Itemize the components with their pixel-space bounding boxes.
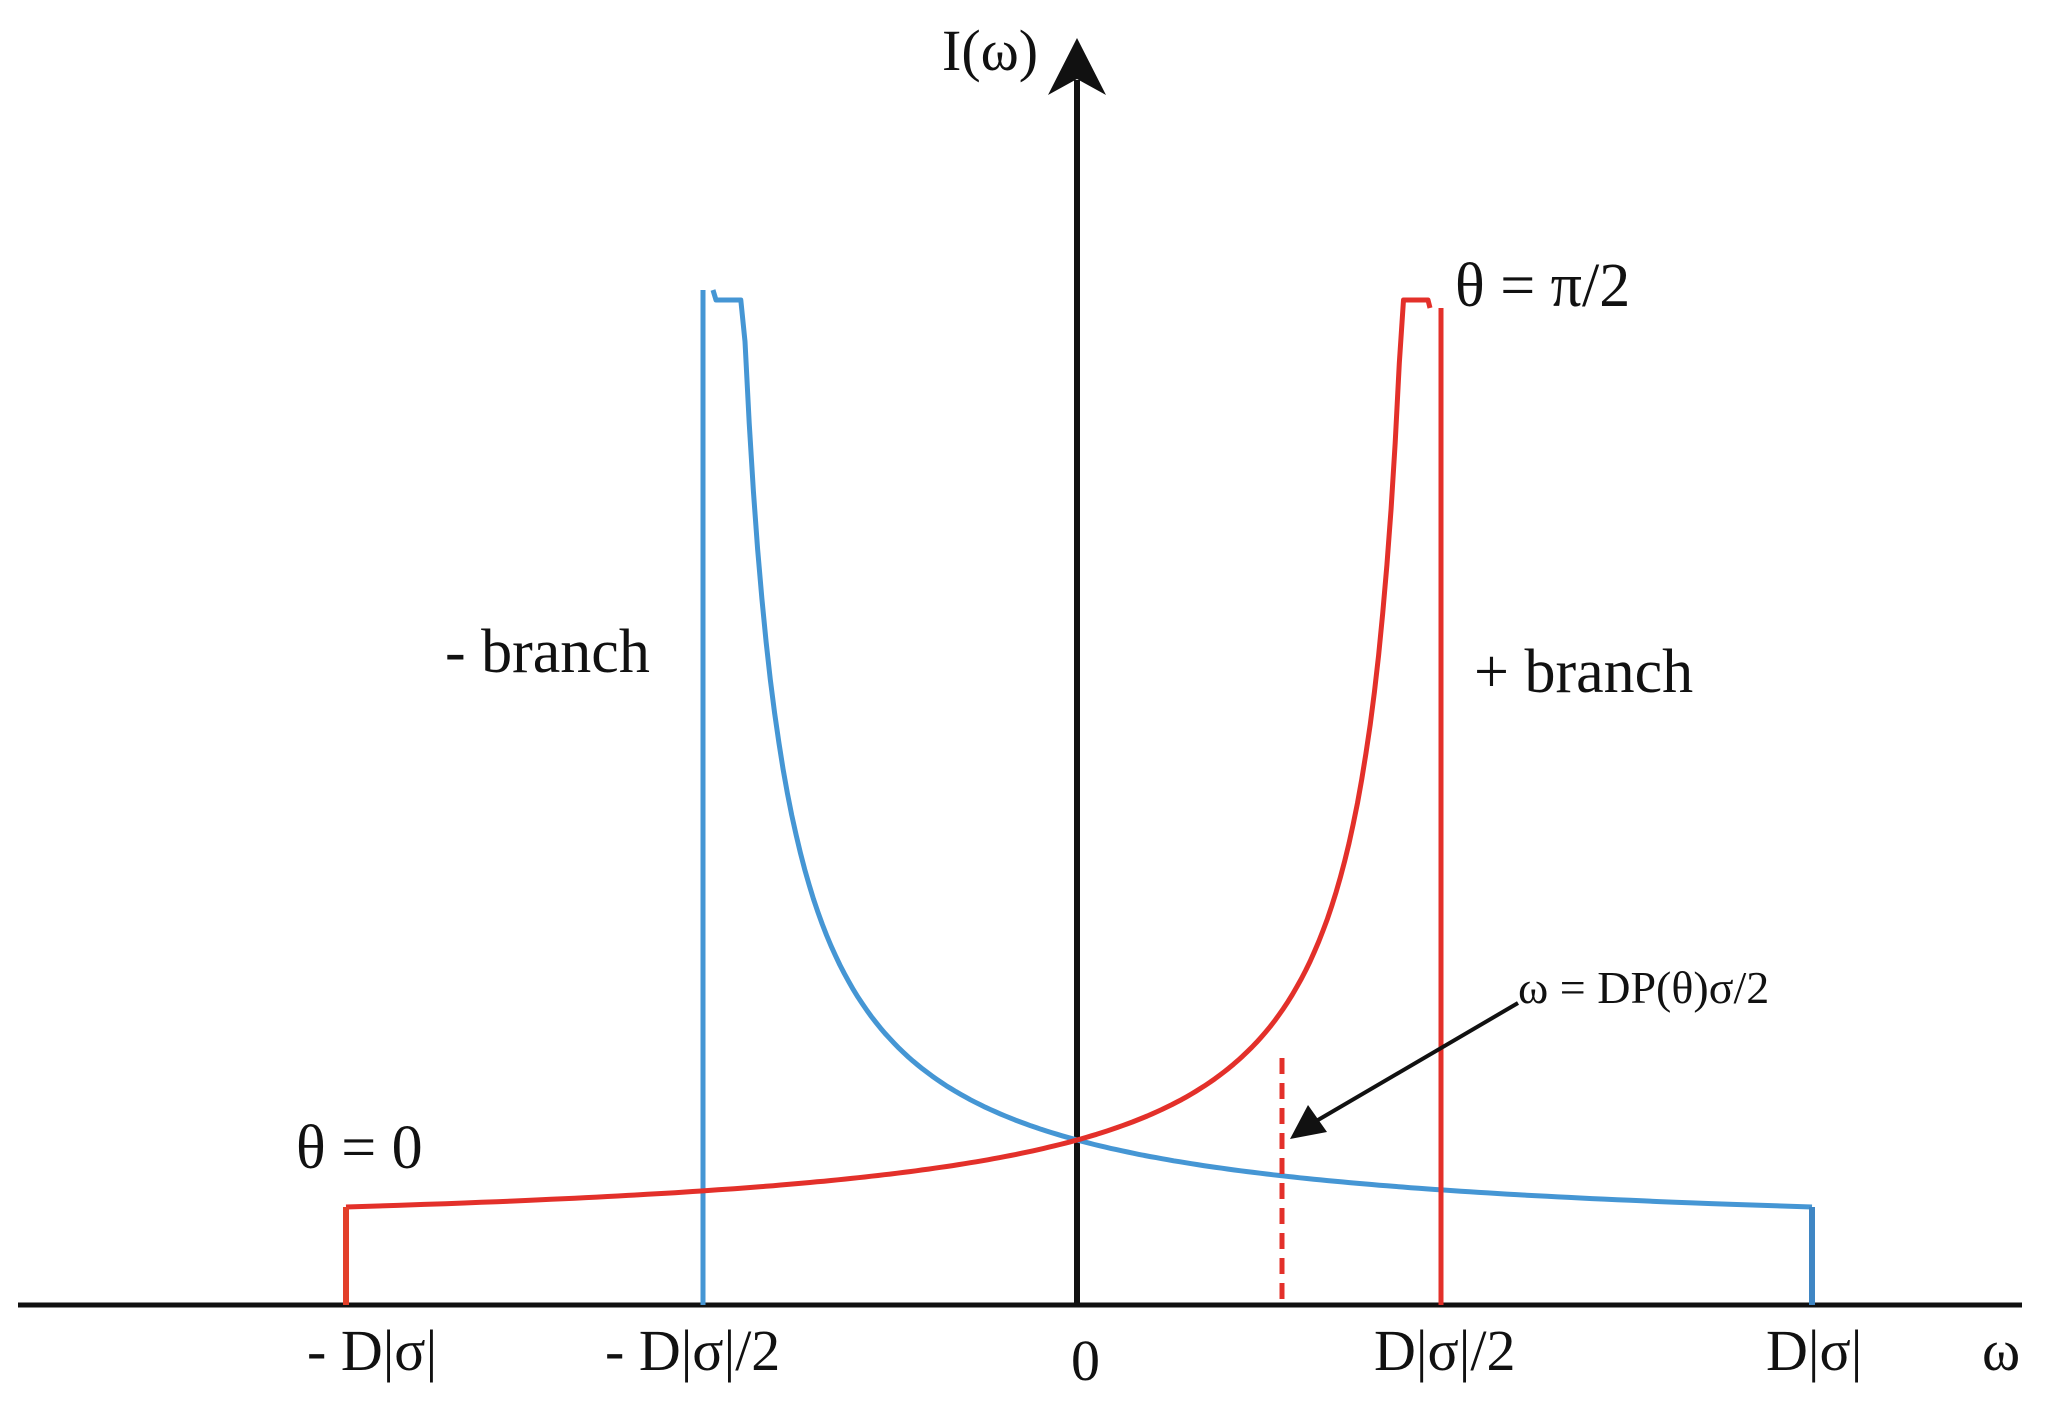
y-axis-label: I(ω) bbox=[942, 18, 1038, 83]
omega-annotation-label: ω = DP(θ)σ/2 bbox=[1518, 962, 1769, 1013]
minus-branch-label: - branch bbox=[445, 618, 650, 686]
annotation-arrowhead bbox=[1290, 1105, 1327, 1139]
annotation-arrow-line bbox=[1316, 1001, 1520, 1122]
tick-pos-half: D|σ|/2 bbox=[1374, 1318, 1516, 1383]
theta-half-pi-label: θ = π/2 bbox=[1455, 252, 1630, 320]
tick-pos-d: D|σ| bbox=[1766, 1318, 1862, 1383]
plus-branch-curve bbox=[345, 297, 1433, 1210]
tick-neg-d: - D|σ| bbox=[307, 1318, 437, 1383]
minus-branch-curve bbox=[710, 289, 1813, 1210]
x-axis-label: ω bbox=[1982, 1318, 2020, 1383]
y-axis-arrowhead bbox=[1048, 38, 1106, 95]
tick-neg-half: - D|σ|/2 bbox=[605, 1318, 780, 1383]
plus-branch-label: + branch bbox=[1474, 638, 1693, 706]
tick-zero: 0 bbox=[1071, 1328, 1100, 1393]
theta-zero-label: θ = 0 bbox=[296, 1114, 423, 1182]
